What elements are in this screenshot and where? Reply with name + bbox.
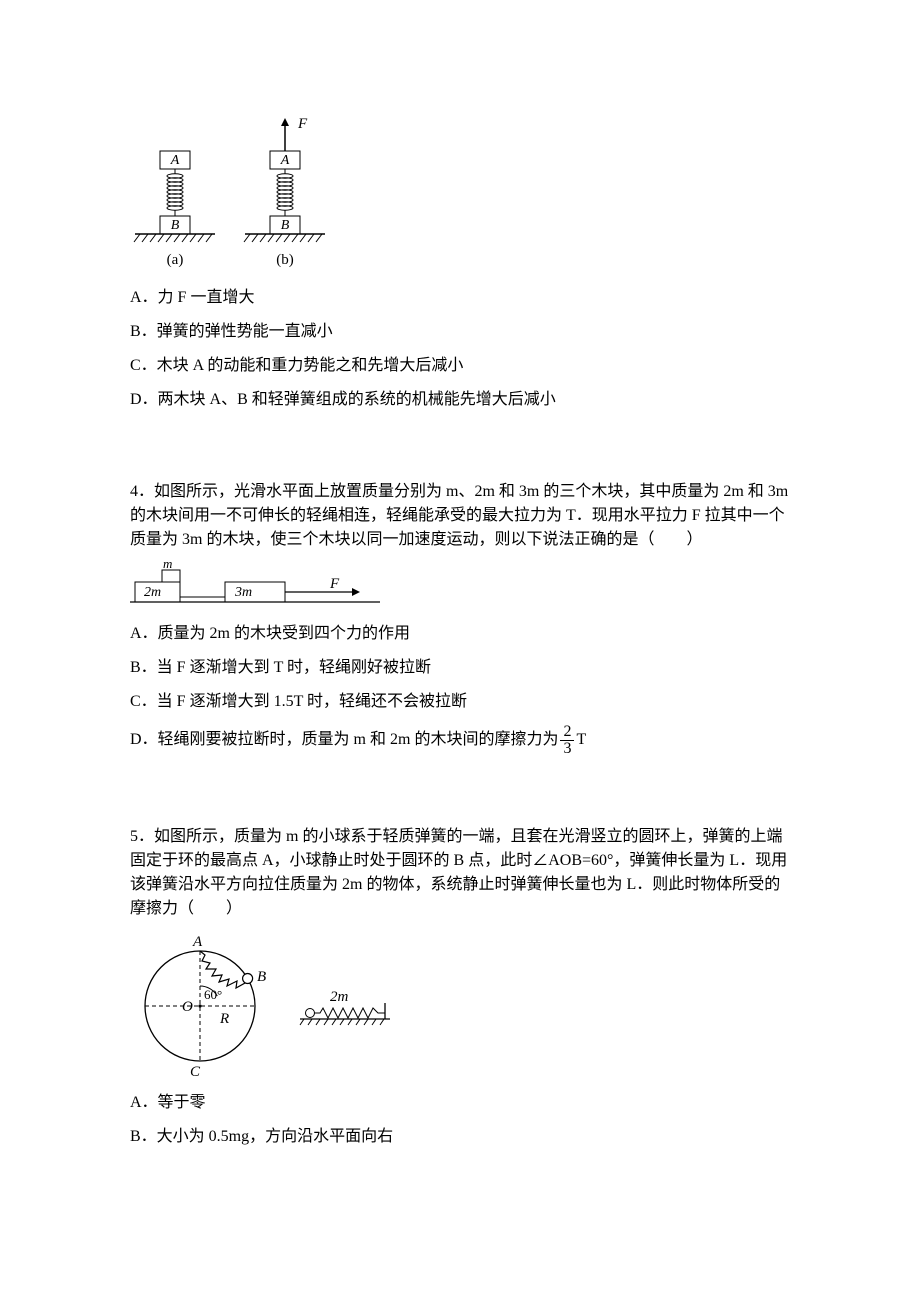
q3-fig-labelF: F xyxy=(297,116,308,132)
q5-option-b: B．大小为 0.5mg，方向沿水平面向右 xyxy=(130,1125,790,1149)
q4-fig-labelm: m xyxy=(163,562,172,571)
q3-fig-labelA-b: A xyxy=(280,153,290,168)
q3-fig-labelB-a: B xyxy=(171,218,180,233)
q5-option-a: A．等于零 xyxy=(130,1091,790,1115)
q3-option-a: A．力 F 一直增大 xyxy=(130,286,790,310)
q5-fig-angle: 60° xyxy=(204,987,222,1002)
q5-stem: 5．如图所示，质量为 m 的小球系于轻质弹簧的一端，且套在光滑竖立的圆环上，弹簧… xyxy=(130,825,790,921)
q5-fig-labelC: C xyxy=(190,1064,201,1080)
q5-figure: A B 60° O R C 2m xyxy=(130,931,790,1081)
q4-option-d: D．轻绳刚要被拉断时，质量为 m 和 2m 的木块间的摩擦力为23T xyxy=(130,724,790,757)
q3-option-b: B．弹簧的弹性势能一直减小 xyxy=(130,320,790,344)
q3-fig-caption-a: (a) xyxy=(167,252,184,268)
q5-fig-labelA: A xyxy=(192,934,203,950)
q3-fig-labelA-a: A xyxy=(170,153,180,168)
q5-fig-label2m: 2m xyxy=(330,989,349,1005)
q5-fig-labelO: O xyxy=(182,999,193,1015)
q4-stem: 4．如图所示，光滑水平面上放置质量分别为 m、2m 和 3m 的三个木块，其中质… xyxy=(130,480,790,552)
q3-figure: A B xyxy=(130,116,790,276)
q4-figure: 2m m 3m F xyxy=(130,562,790,612)
q4-option-b: B．当 F 逐渐增大到 T 时，轻绳刚好被拉断 xyxy=(130,656,790,680)
q4-fig-label2m: 2m xyxy=(144,585,161,600)
q4-option-a: A．质量为 2m 的木块受到四个力的作用 xyxy=(130,622,790,646)
q4-option-c: C．当 F 逐渐增大到 1.5T 时，轻绳还不会被拉断 xyxy=(130,690,790,714)
fraction-icon: 23 xyxy=(560,724,574,757)
q4-option-d-prefix: D．轻绳刚要被拉断时，质量为 m 和 2m 的木块间的摩擦力为 xyxy=(130,731,558,748)
q4-fig-label3m: 3m xyxy=(234,585,252,600)
q3-fig-labelB-b: B xyxy=(281,218,290,233)
q3-option-c: C．木块 A 的动能和重力势能之和先增大后减小 xyxy=(130,354,790,378)
q3-option-d: D．两木块 A、B 和轻弹簧组成的系统的机械能先增大后减小 xyxy=(130,388,790,412)
q5-fig-labelB: B xyxy=(257,969,266,985)
q3-fig-caption-b: (b) xyxy=(276,252,294,268)
q4-option-d-suffix: T xyxy=(576,731,586,748)
q4-fig-labelF: F xyxy=(329,576,340,592)
q5-fig-labelR: R xyxy=(219,1011,229,1027)
